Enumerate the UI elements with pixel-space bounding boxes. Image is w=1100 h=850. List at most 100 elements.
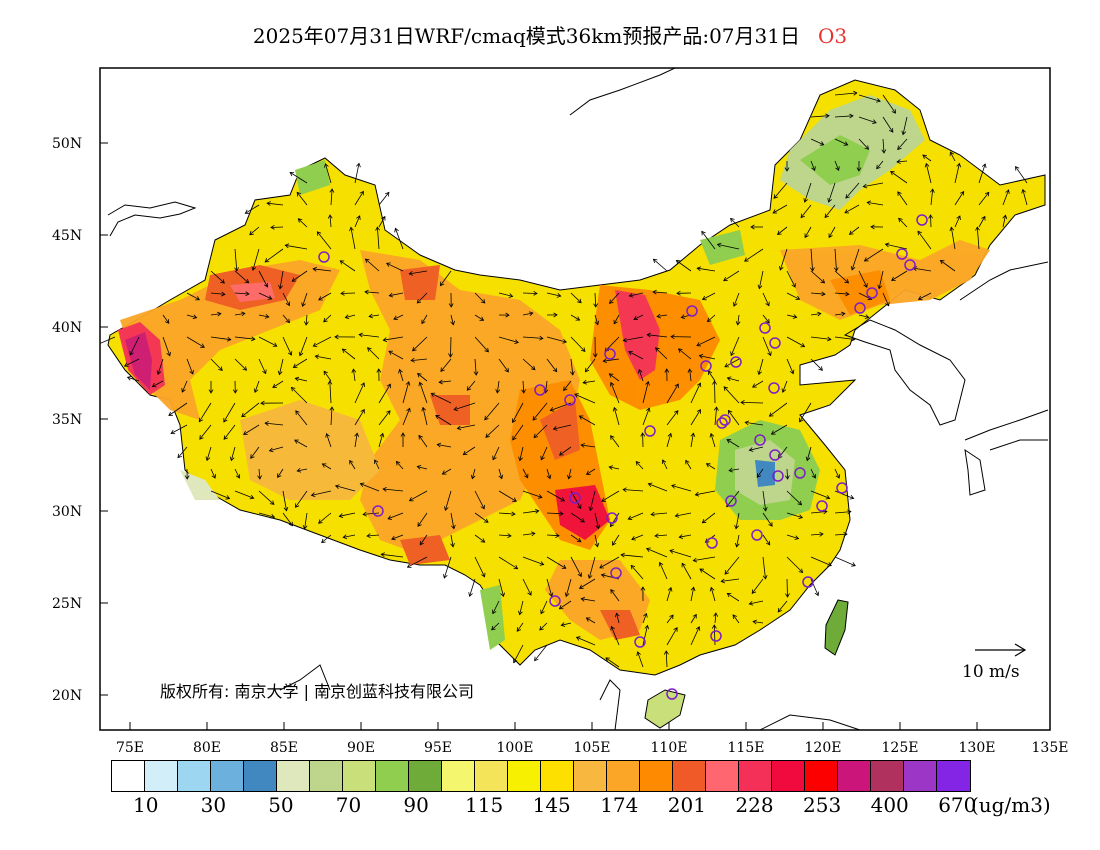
wind-arrow [579, 415, 596, 426]
wind-arrow-head [580, 443, 585, 448]
wind-arrow [902, 116, 908, 135]
wind-arrow-head [797, 500, 803, 506]
wind-arrow-head [385, 262, 391, 267]
wind-arrow-head [408, 497, 414, 502]
wind-arrow-head [480, 538, 486, 543]
wind-arrow [834, 556, 856, 567]
wind-arrow-head [334, 484, 340, 489]
wind-arrow [605, 657, 620, 668]
wind-arrow [249, 226, 260, 236]
wind-arrow [533, 424, 548, 438]
wind-arrow [762, 556, 766, 579]
wind-arrow-head [291, 277, 297, 282]
wind-arrow [399, 369, 404, 382]
lon-label: 135E [1032, 740, 1069, 756]
wind-arrow [804, 182, 812, 203]
wind-arrow-head [513, 565, 519, 570]
wind-arrow-head [339, 260, 345, 265]
wind-arrow [546, 512, 564, 515]
wind-arrow-head [241, 311, 246, 317]
wind-arrow [474, 336, 489, 353]
wind-arrow-head [756, 473, 762, 478]
wind-arrow-head [845, 194, 850, 199]
wind-arrow [339, 260, 356, 272]
wind-arrow [726, 439, 740, 448]
wind-arrow-head [750, 224, 755, 230]
wind-arrow [304, 512, 308, 529]
wind-arrow [773, 182, 788, 199]
wind-arrow-head [876, 98, 881, 103]
wind-arrow [363, 512, 380, 515]
wind-arrow-head [250, 454, 255, 459]
wind-arrow [258, 512, 275, 518]
wind-arrow-head [540, 609, 545, 615]
wind-arrow-head [678, 348, 683, 353]
wind-arrow-head [872, 119, 877, 124]
wind-arrow [522, 292, 538, 294]
wind-arrow [851, 248, 860, 271]
station-marker [549, 595, 561, 607]
wind-arrow-head [661, 459, 667, 465]
lat-label: 50N [52, 136, 82, 152]
wind-arrow-head [580, 518, 585, 523]
wind-arrow-head [809, 267, 815, 272]
wind-arrow [350, 227, 356, 250]
wind-arrow [417, 373, 428, 382]
wind-arrow-head [984, 191, 990, 197]
wind-arrow [589, 490, 596, 511]
wind-arrow-head [730, 217, 735, 223]
wind-arrow-head [270, 224, 275, 230]
wind-arrow [696, 336, 716, 347]
wind-arrow-head [177, 453, 182, 459]
wind-arrow [666, 410, 679, 426]
wind-arrow-head [827, 562, 832, 567]
wind-arrow-head [512, 435, 517, 441]
wind-arrow [512, 402, 524, 423]
wind-arrow [570, 512, 585, 523]
wind-arrow-head [667, 586, 673, 592]
wind-arrow [858, 94, 881, 102]
wind-arrow-head [537, 494, 543, 499]
wind-arrow-head [727, 409, 733, 415]
colorbar-swatch [508, 761, 541, 791]
lon-label: 130E [959, 740, 996, 756]
wind-arrow [708, 370, 716, 382]
station-marker [754, 434, 766, 446]
wind-arrow-head [744, 257, 749, 262]
wind-arrow [258, 468, 261, 480]
wind-arrow [234, 270, 249, 284]
wind-arrow [690, 587, 695, 602]
wind-arrow [930, 214, 932, 228]
wind-arrow-head [843, 141, 849, 146]
wind-arrow-head [732, 302, 738, 307]
wind-arrow-head [613, 319, 618, 325]
wind-arrow-head [692, 557, 698, 563]
wind-arrow [435, 415, 452, 426]
wind-arrow-head [762, 506, 768, 512]
wind-arrow-head [768, 412, 774, 417]
wind-arrow [354, 191, 364, 206]
wind-arrow-head [241, 412, 246, 418]
wind-arrow-head [709, 432, 715, 438]
wind-arrow-head [959, 190, 965, 196]
wind-arrow-head [779, 266, 784, 271]
wind-arrow-head [200, 343, 205, 348]
wind-arrow-head [514, 339, 519, 344]
wind-arrow-head [211, 474, 216, 479]
wind-arrow [1002, 189, 1009, 206]
station-marker [904, 259, 916, 271]
wind-arrow [313, 336, 332, 347]
wind-arrow-head [850, 265, 856, 271]
wind-arrow-head [608, 373, 614, 378]
wind-arrow-head [664, 368, 670, 373]
wind-arrow-head [272, 383, 277, 388]
wind-arrow-head [386, 410, 391, 415]
wind-arrow-head [844, 209, 850, 214]
low-ozone-zones [180, 95, 925, 650]
wind-arrow-head [752, 383, 757, 388]
wind-arrow-head [949, 151, 955, 157]
wind-arrow-head [644, 624, 650, 630]
wind-arrow-head [292, 363, 298, 368]
wind-arrow-head [891, 276, 896, 281]
wind-arrow [710, 433, 716, 448]
